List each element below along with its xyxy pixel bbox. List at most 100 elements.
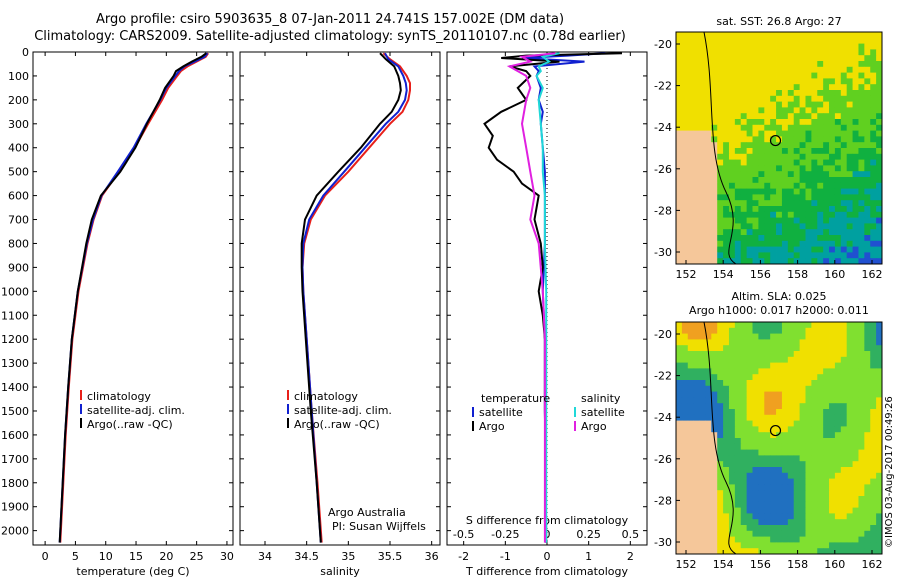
map-cell [717, 55, 724, 62]
map-cell [823, 165, 830, 172]
map-cell [770, 438, 777, 445]
map-cell [858, 484, 865, 491]
map-cell [870, 380, 877, 387]
map-cell [811, 223, 818, 230]
map-cell [770, 403, 777, 410]
map-cell [858, 443, 865, 450]
map-cell [734, 194, 742, 201]
map-cell [852, 467, 859, 474]
map-cell [864, 148, 871, 155]
map-cell [687, 414, 695, 421]
map-cell [746, 391, 753, 398]
map-cell [864, 327, 871, 334]
map-cell [793, 182, 800, 189]
map-cell [793, 61, 800, 68]
header-line1: Argo profile: csiro 5903635_8 07-Jan-201… [95, 12, 565, 27]
map-cell [770, 374, 777, 381]
map-cell [811, 356, 818, 363]
map-cell [681, 113, 689, 120]
map-cell [693, 432, 700, 439]
map-cell [687, 374, 695, 381]
map-cell [864, 101, 871, 108]
map-cell [876, 177, 883, 184]
map-cell [876, 362, 883, 369]
map-cell [846, 525, 853, 532]
map-cell [829, 327, 836, 334]
map-cell [728, 188, 736, 195]
map-cell [734, 391, 742, 398]
legend-label: satellite [581, 406, 625, 419]
map-cell [676, 177, 683, 184]
map-cell [734, 484, 742, 491]
map-cell [781, 252, 789, 259]
series-line-sat [58, 52, 209, 543]
map-cell [746, 362, 753, 369]
map-cell [787, 327, 795, 334]
map-cell [793, 374, 800, 381]
map-cell [805, 153, 812, 160]
map-cell [705, 496, 712, 503]
map-cell [840, 182, 848, 189]
y-tick-label: 900 [8, 261, 29, 274]
map-cell [858, 391, 865, 398]
map-cell [711, 403, 718, 410]
map-cell [811, 200, 818, 207]
map-cell [781, 124, 789, 131]
map-sst-map [676, 32, 883, 265]
map-cell [811, 501, 818, 508]
map-cell [781, 467, 789, 474]
map-cell [846, 66, 853, 73]
map-cell [811, 322, 818, 329]
map-cell [676, 403, 683, 410]
y-tick-label: 1200 [1, 333, 29, 346]
map-cell [858, 403, 865, 410]
map-cell [693, 333, 700, 340]
map-cell [829, 530, 836, 537]
map-cell [852, 478, 859, 485]
map-cell [758, 496, 765, 503]
map-cell [699, 258, 706, 265]
map-cell [764, 472, 771, 479]
map-cell [840, 409, 848, 416]
map-cell [805, 43, 812, 50]
map-cell [781, 380, 789, 387]
map-cell [723, 130, 730, 137]
map-cell [870, 513, 877, 520]
map-cell [787, 72, 795, 79]
map-cell [734, 490, 742, 497]
map-cell [858, 478, 865, 485]
map-cell [793, 49, 800, 56]
map-cell [734, 536, 742, 543]
map-cell [728, 148, 736, 155]
map-cell [776, 443, 783, 450]
map-cell [687, 403, 695, 410]
map-cell [711, 194, 718, 201]
legend-label: climatology [294, 390, 358, 403]
map-cell [870, 351, 877, 358]
map-cell [728, 200, 736, 207]
map-cell [746, 136, 753, 143]
map-cell [764, 90, 771, 97]
map-cell [864, 229, 871, 236]
map-cell [817, 542, 824, 549]
map-cell [740, 467, 748, 474]
map-cell [764, 32, 771, 39]
map-cell [846, 165, 853, 172]
map-cell [734, 449, 742, 456]
map-cell [858, 461, 865, 468]
map-cell [723, 177, 730, 184]
map-cell [717, 362, 724, 369]
map-cell [752, 130, 759, 137]
map-cell [834, 206, 842, 213]
map-cell [823, 37, 830, 44]
map-cell [799, 130, 806, 137]
map-cell [811, 391, 818, 398]
map-cell [793, 356, 800, 363]
map-cell [829, 513, 836, 520]
map-cell [840, 478, 848, 485]
map-cell [811, 403, 818, 410]
map-cell [829, 443, 836, 450]
map-cell [740, 490, 748, 497]
map-cell [846, 403, 853, 410]
map-cell [717, 496, 724, 503]
